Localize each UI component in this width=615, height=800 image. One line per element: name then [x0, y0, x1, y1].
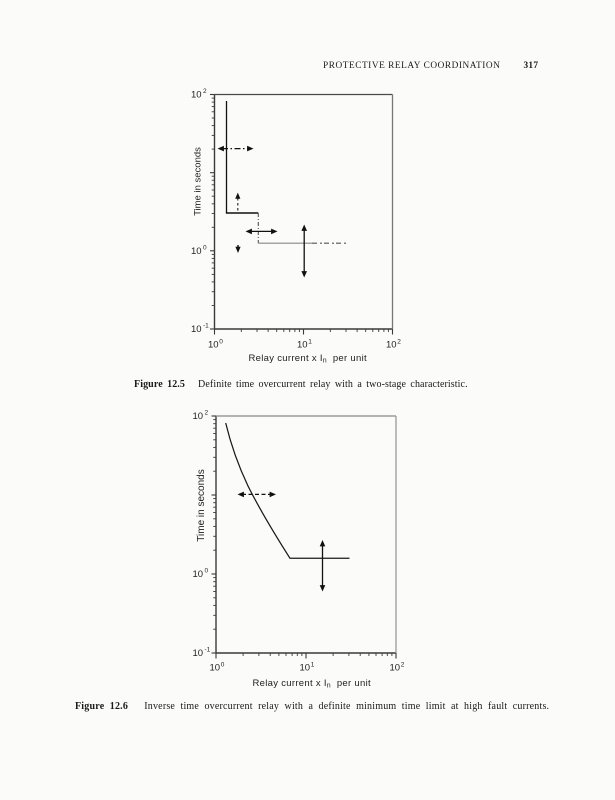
svg-text:10: 10 — [191, 246, 202, 257]
svg-text:0: 0 — [219, 339, 223, 346]
svg-text:Time in seconds: Time in seconds — [196, 469, 207, 541]
svg-text:10: 10 — [390, 663, 401, 674]
svg-text:10: 10 — [193, 648, 204, 659]
svg-text:2: 2 — [203, 88, 207, 95]
svg-text:-1: -1 — [203, 323, 209, 330]
svg-text:1: 1 — [308, 339, 312, 346]
svg-text:10: 10 — [210, 663, 221, 674]
svg-text:10: 10 — [193, 411, 204, 422]
svg-text:10: 10 — [191, 90, 202, 101]
svg-text:10: 10 — [191, 324, 202, 335]
svg-text:10: 10 — [300, 663, 311, 674]
svg-text:0: 0 — [221, 662, 225, 669]
svg-text:0: 0 — [205, 568, 209, 575]
svg-text:10: 10 — [193, 569, 204, 580]
svg-text:-1: -1 — [205, 647, 211, 654]
svg-text:10: 10 — [297, 340, 308, 351]
svg-text:10: 10 — [208, 340, 219, 351]
svg-text:Relay current x In per unit: Relay current x In per unit — [249, 353, 367, 365]
svg-text:2: 2 — [397, 339, 401, 346]
svg-text:Time in seconds: Time in seconds — [193, 147, 204, 216]
svg-text:2: 2 — [205, 410, 209, 417]
svg-text:1: 1 — [311, 662, 315, 669]
svg-text:0: 0 — [203, 245, 207, 252]
svg-text:Relay current x In per unit: Relay current x In per unit — [253, 678, 371, 690]
svg-text:10: 10 — [386, 340, 397, 351]
svg-text:2: 2 — [401, 662, 405, 669]
